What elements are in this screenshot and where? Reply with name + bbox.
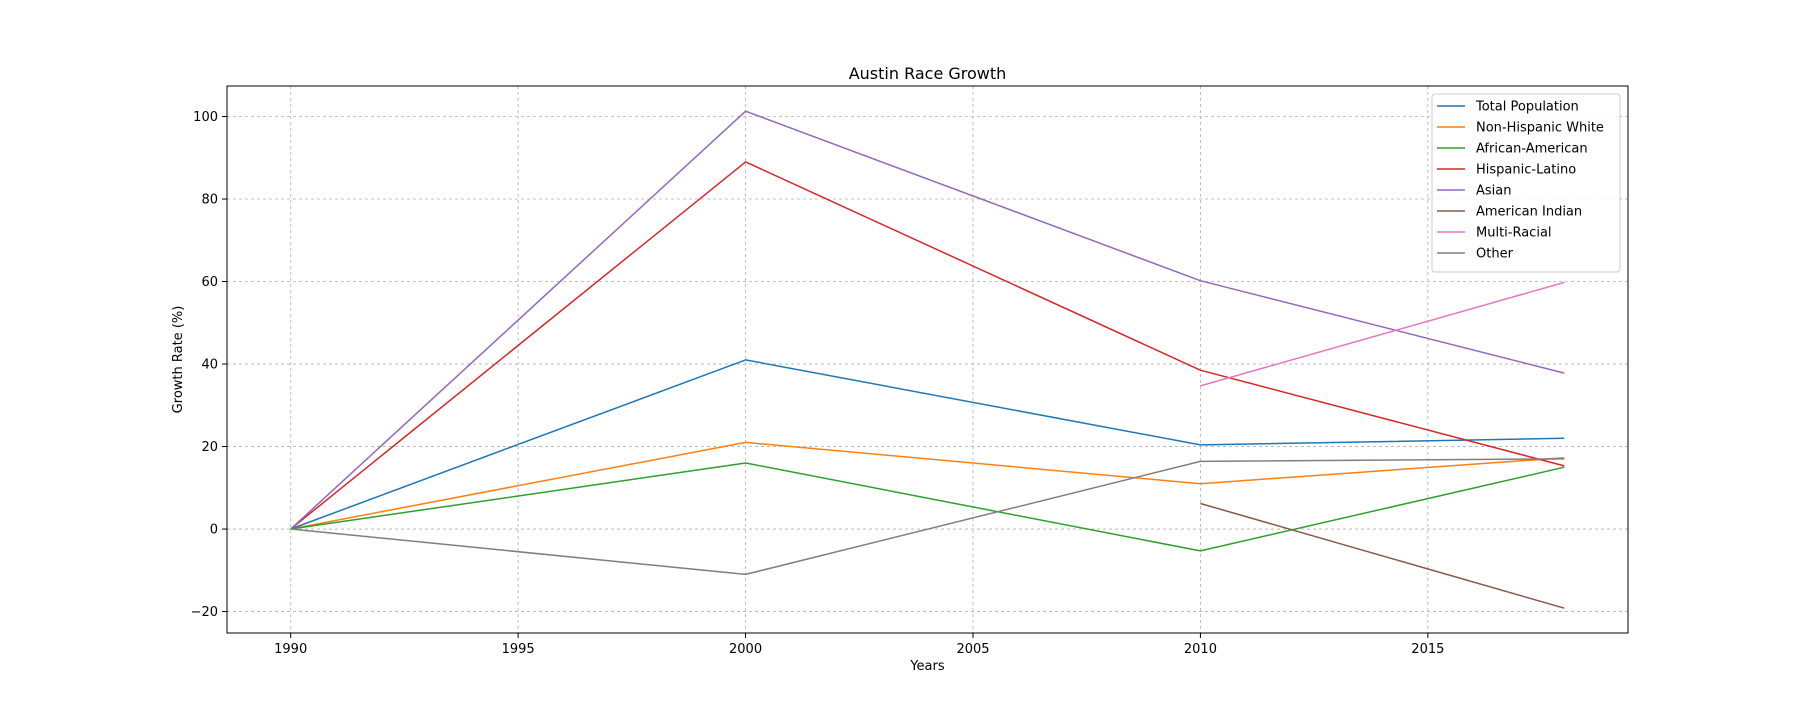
legend-label: African-American (1476, 142, 1588, 157)
legend: Total Population Non-Hispanic White Africa… (1431, 93, 1621, 273)
legend-label: Asian (1476, 184, 1511, 199)
y-tick-label: 100 (193, 110, 218, 125)
y-tick-label: −20 (191, 605, 218, 620)
legend-label: American Indian (1476, 205, 1582, 220)
grid (227, 86, 1628, 633)
series-line-total-population (290, 359, 1565, 530)
series-line-american-indian (1200, 502, 1565, 609)
chart-title: Austin Race Growth (849, 64, 1007, 83)
x-tick-label: 1990 (274, 642, 307, 657)
series-line-hispanic-latino (290, 161, 1565, 530)
legend-label: Multi-Racial (1476, 226, 1552, 241)
series-line-african-american (290, 462, 1565, 552)
y-axis-label: Growth Rate (%) (171, 306, 186, 414)
x-tick-label: 1995 (502, 642, 535, 657)
x-tick-label: 2005 (956, 642, 989, 657)
series-lines (290, 110, 1565, 609)
y-tick-label: 40 (201, 358, 218, 373)
plot-frame (226, 85, 1629, 634)
legend-label: Total Population (1475, 100, 1579, 115)
x-tick-label: 2015 (1411, 642, 1444, 657)
y-axis-ticks: −20 0 20 40 60 80 100 (191, 110, 227, 620)
series-line-asian (290, 110, 1565, 530)
legend-label: Other (1476, 247, 1514, 262)
x-tick-label: 2000 (729, 642, 762, 657)
series-line-other (290, 458, 1565, 576)
series-line-non-hispanic-white (290, 441, 1565, 530)
series-line-multi-racial (1200, 281, 1565, 387)
y-tick-label: 60 (201, 275, 218, 290)
x-axis-label: Years (909, 659, 945, 674)
legend-box (1431, 93, 1621, 273)
y-tick-label: 80 (201, 193, 218, 208)
x-tick-label: 2010 (1184, 642, 1217, 657)
legend-label: Hispanic-Latino (1476, 163, 1576, 178)
y-tick-label: 20 (201, 440, 218, 455)
x-axis-ticks: 1990 1995 2000 2005 2010 2015 (274, 633, 1444, 657)
y-tick-label: 0 (210, 523, 218, 538)
legend-label: Non-Hispanic White (1476, 121, 1604, 136)
